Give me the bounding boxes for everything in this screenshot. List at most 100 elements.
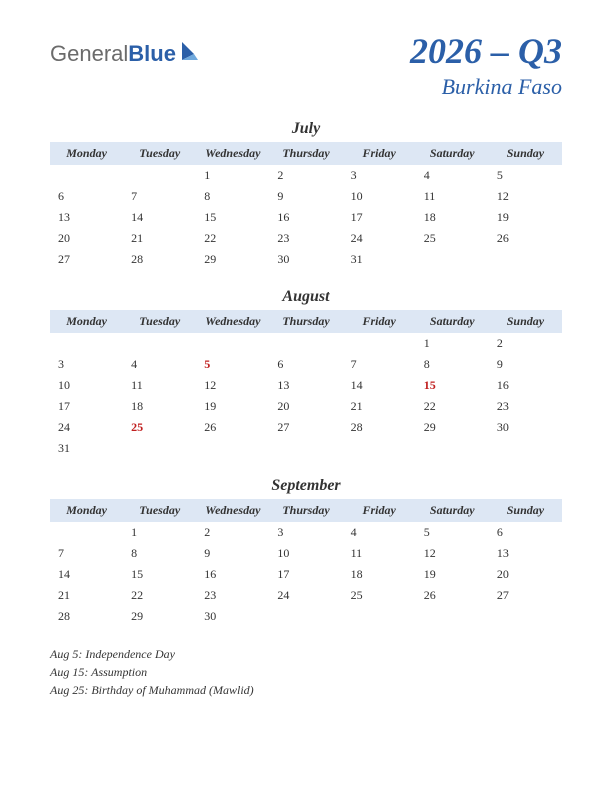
calendar-cell: 30	[196, 606, 269, 627]
calendar-cell	[50, 165, 123, 186]
calendar-row: 17181920212223	[50, 396, 562, 417]
calendar-cell: 18	[343, 564, 416, 585]
calendar-cell: 26	[196, 417, 269, 438]
calendar-cell: 13	[489, 543, 562, 564]
calendar-cell: 11	[416, 186, 489, 207]
calendar-cell: 11	[343, 543, 416, 564]
calendar-cell: 20	[269, 396, 342, 417]
day-header: Sunday	[489, 142, 562, 165]
calendar-row: 13141516171819	[50, 207, 562, 228]
calendar-cell	[269, 606, 342, 627]
day-header: Friday	[343, 499, 416, 522]
calendar-row: 10111213141516	[50, 375, 562, 396]
calendar-cell: 25	[123, 417, 196, 438]
calendar-row: 282930	[50, 606, 562, 627]
calendar-cell: 16	[269, 207, 342, 228]
day-header: Saturday	[416, 142, 489, 165]
calendar-cell: 5	[489, 165, 562, 186]
calendar-cell: 10	[343, 186, 416, 207]
calendar-cell: 30	[489, 417, 562, 438]
title-sub: Burkina Faso	[410, 74, 562, 100]
calendar-cell: 14	[50, 564, 123, 585]
calendar-cell: 16	[489, 375, 562, 396]
title-block: 2026 – Q3 Burkina Faso	[410, 30, 562, 100]
calendar-cell: 21	[50, 585, 123, 606]
calendar-cell: 24	[50, 417, 123, 438]
calendar-cell: 17	[50, 396, 123, 417]
holiday-entry: Aug 25: Birthday of Muhammad (Mawlid)	[50, 681, 562, 699]
calendar-cell: 6	[489, 522, 562, 543]
day-header: Thursday	[269, 310, 342, 333]
calendar-cell	[343, 333, 416, 354]
day-header: Wednesday	[196, 310, 269, 333]
calendar-row: 3456789	[50, 354, 562, 375]
calendar-cell: 2	[269, 165, 342, 186]
day-header: Wednesday	[196, 499, 269, 522]
month-name: July	[50, 120, 562, 138]
calendar-cell: 23	[269, 228, 342, 249]
calendar-table: MondayTuesdayWednesdayThursdayFridaySatu…	[50, 310, 562, 459]
calendar-cell	[489, 438, 562, 459]
calendar-row: 21222324252627	[50, 585, 562, 606]
calendar-cell: 24	[269, 585, 342, 606]
day-header: Saturday	[416, 499, 489, 522]
calendar-cell: 27	[50, 249, 123, 270]
calendar-cell: 20	[50, 228, 123, 249]
calendars-container: JulyMondayTuesdayWednesdayThursdayFriday…	[50, 120, 562, 627]
calendar-cell	[196, 438, 269, 459]
calendar-cell	[343, 438, 416, 459]
calendar-cell: 11	[123, 375, 196, 396]
calendar-cell: 18	[123, 396, 196, 417]
calendar-cell	[269, 333, 342, 354]
calendar-cell: 29	[123, 606, 196, 627]
calendar-cell: 24	[343, 228, 416, 249]
calendar-cell: 4	[123, 354, 196, 375]
calendar-row: 123456	[50, 522, 562, 543]
calendar-table: MondayTuesdayWednesdayThursdayFridaySatu…	[50, 499, 562, 627]
calendar-cell	[50, 333, 123, 354]
calendar-cell: 2	[489, 333, 562, 354]
calendar-cell: 5	[196, 354, 269, 375]
day-header: Thursday	[269, 142, 342, 165]
calendar-cell: 29	[416, 417, 489, 438]
calendar-row: 12	[50, 333, 562, 354]
month-name: September	[50, 477, 562, 495]
calendar-cell	[489, 249, 562, 270]
calendar-cell: 15	[416, 375, 489, 396]
calendar-cell	[123, 165, 196, 186]
calendar-row: 2728293031	[50, 249, 562, 270]
calendar-row: 20212223242526	[50, 228, 562, 249]
calendar-cell: 10	[50, 375, 123, 396]
calendar-cell: 30	[269, 249, 342, 270]
day-header: Saturday	[416, 310, 489, 333]
calendar-cell	[416, 606, 489, 627]
day-header: Monday	[50, 142, 123, 165]
holiday-entry: Aug 15: Assumption	[50, 663, 562, 681]
day-header: Thursday	[269, 499, 342, 522]
calendar-cell	[196, 333, 269, 354]
calendar-cell: 28	[50, 606, 123, 627]
calendar-cell	[269, 438, 342, 459]
calendar-cell: 12	[489, 186, 562, 207]
calendar-cell: 26	[489, 228, 562, 249]
calendar-cell: 23	[196, 585, 269, 606]
calendar-cell: 6	[269, 354, 342, 375]
calendar-cell: 8	[416, 354, 489, 375]
calendar-cell: 22	[416, 396, 489, 417]
calendar-cell: 1	[196, 165, 269, 186]
holiday-entry: Aug 5: Independence Day	[50, 645, 562, 663]
calendar-cell: 9	[196, 543, 269, 564]
calendar-row: 24252627282930	[50, 417, 562, 438]
logo-text-general: General	[50, 41, 128, 67]
calendar-cell	[416, 438, 489, 459]
calendar-cell: 5	[416, 522, 489, 543]
day-header: Tuesday	[123, 499, 196, 522]
calendar-cell: 12	[196, 375, 269, 396]
calendar-cell: 10	[269, 543, 342, 564]
calendar-cell: 20	[489, 564, 562, 585]
calendar-cell	[50, 522, 123, 543]
day-header: Tuesday	[123, 310, 196, 333]
calendar-cell	[416, 249, 489, 270]
calendar-cell: 23	[489, 396, 562, 417]
calendar-cell: 29	[196, 249, 269, 270]
